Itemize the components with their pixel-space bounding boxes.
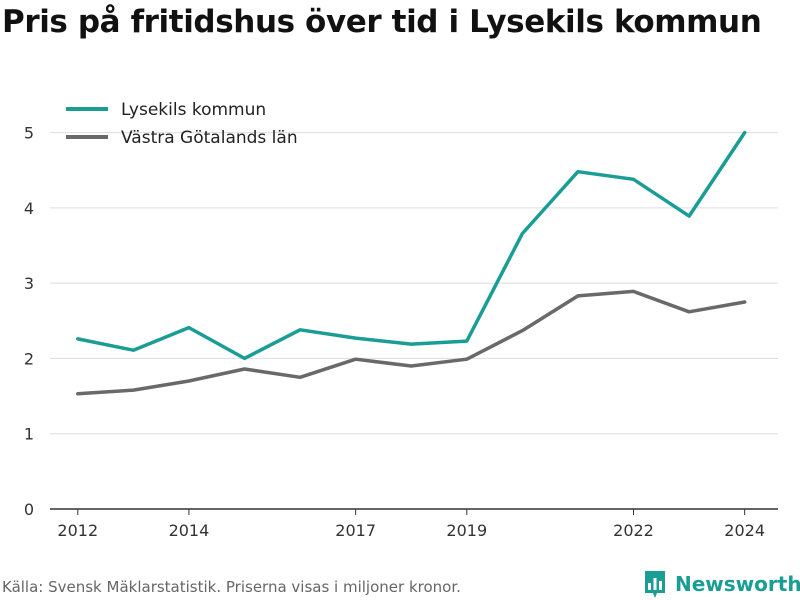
brand-name: Newsworthy — [675, 572, 800, 596]
legend: Lysekils kommun Västra Götalands län — [66, 100, 298, 148]
x-tick-label: 2017 — [335, 521, 376, 540]
x-tick-label: 2014 — [169, 521, 210, 540]
y-tick-label: 4 — [24, 199, 34, 218]
y-tick-label: 3 — [24, 274, 34, 293]
y-axis-ticks: 0 1 2 3 4 5 — [24, 124, 34, 519]
x-tick-label: 2012 — [57, 521, 98, 540]
x-tick-label: 2024 — [724, 521, 765, 540]
source-note: Källa: Svensk Mäklarstatistik. Priserna … — [2, 578, 461, 596]
legend-label: Lysekils kommun — [121, 100, 266, 120]
series-line-vastra-gotaland — [76, 289, 747, 396]
x-axis-ticks: 2012 2014 2017 2019 2022 2024 — [57, 509, 765, 540]
bar-chart-logo-icon — [645, 571, 665, 598]
y-tick-label: 5 — [24, 124, 34, 143]
y-tick-label: 2 — [24, 349, 34, 368]
brand-logo[interactable]: Newsworthy — [643, 568, 800, 600]
x-tick-label: 2022 — [613, 521, 654, 540]
series-line-lysekil — [76, 130, 747, 361]
chart-title: Pris på fritidshus över tid i Lysekils k… — [2, 4, 762, 40]
y-tick-label: 0 — [24, 500, 34, 519]
y-tick-label: 1 — [24, 425, 34, 444]
series-lines — [76, 130, 747, 396]
gridlines — [50, 132, 778, 510]
x-tick-label: 2019 — [446, 521, 487, 540]
legend-label: Västra Götalands län — [121, 128, 298, 148]
